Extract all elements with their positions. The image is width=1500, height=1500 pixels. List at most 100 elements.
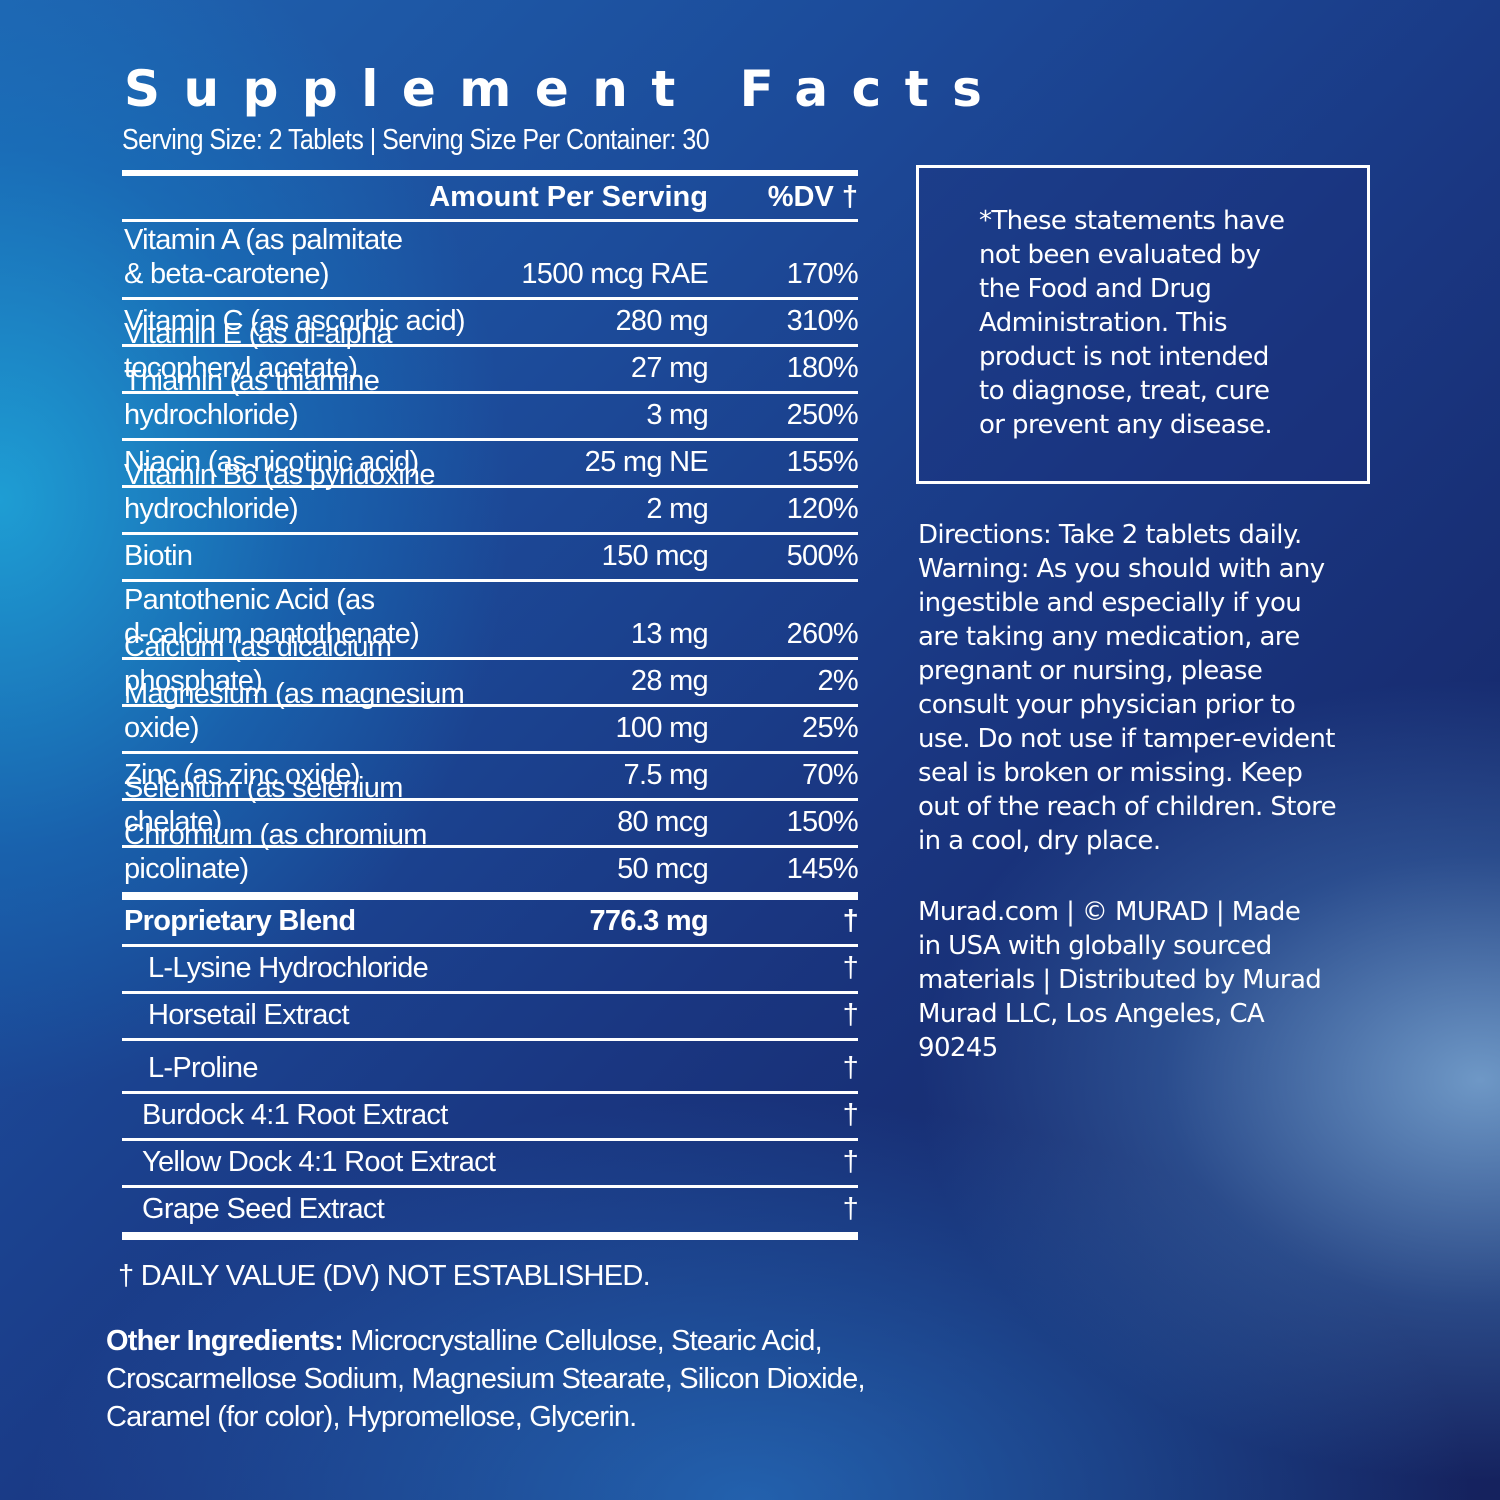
divider bbox=[122, 1091, 858, 1094]
nutrient-dv: 250% bbox=[786, 399, 859, 431]
divider bbox=[122, 438, 858, 441]
nutrient-row: Magnesium (as magnesium oxide) 100 mg 25… bbox=[122, 678, 859, 751]
nutrient-dv: 120% bbox=[786, 493, 859, 525]
dagger-icon: † bbox=[842, 1052, 859, 1084]
blend-ingredient-row: Burdock 4:1 Root Extract † bbox=[122, 1094, 859, 1138]
divider bbox=[122, 751, 858, 754]
nutrient-amount: 3 mg bbox=[646, 399, 708, 431]
nutrient-name: Niacin (as nicotinic acid) bbox=[124, 446, 419, 478]
nutrient-dv: 310% bbox=[786, 305, 859, 337]
nutrient-name: Chromium (as chromium picolinate) bbox=[124, 819, 427, 885]
dagger-icon: † bbox=[842, 952, 859, 984]
divider bbox=[122, 798, 858, 801]
blend-ingredient-row: L-Proline † bbox=[122, 1041, 859, 1091]
divider bbox=[122, 1185, 858, 1188]
dagger-icon: † bbox=[842, 905, 859, 937]
nutrient-amount: 13 mg bbox=[630, 618, 709, 650]
supplement-facts-panel: Supplement Facts Serving Size: 2 Tablets… bbox=[122, 58, 1006, 1240]
dagger-icon: † bbox=[842, 1193, 859, 1225]
nutrient-name: Biotin bbox=[124, 540, 193, 572]
blend-ingredient-row: Horsetail Extract † bbox=[122, 994, 859, 1038]
directions-warning-text: Directions: Take 2 tablets daily. Warnin… bbox=[918, 520, 1337, 856]
nutrient-amount: 2 mg bbox=[646, 493, 708, 525]
blend-ingredient-row: L-Lysine Hydrochloride † bbox=[122, 947, 859, 991]
nutrient-amount: 150 mcg bbox=[601, 540, 709, 572]
ingredient-name: Yellow Dock 4:1 Root Extract bbox=[142, 1146, 496, 1178]
divider bbox=[122, 219, 858, 222]
nutrient-dv: 500% bbox=[786, 540, 859, 572]
nutrient-dv: 70% bbox=[802, 759, 859, 791]
divider bbox=[122, 1138, 858, 1141]
facts-title: Supplement Facts bbox=[124, 60, 1006, 118]
blend-name: Proprietary Blend bbox=[124, 905, 356, 937]
nutrient-row: Chromium (as chromium picolinate) 50 mcg… bbox=[122, 819, 859, 892]
nutrient-row: Biotin 150 mcg 500% bbox=[122, 535, 859, 579]
dv-not-established-note: † DAILY VALUE (DV) NOT ESTABLISHED. bbox=[118, 1260, 651, 1292]
column-header-row: Amount Per Serving %DV † bbox=[122, 176, 858, 219]
divider bbox=[122, 944, 858, 947]
ingredient-name: L-Proline bbox=[148, 1052, 258, 1084]
ingredient-name: L-Lysine Hydrochloride bbox=[148, 952, 429, 984]
nutrient-dv: 170% bbox=[786, 258, 859, 290]
divider bbox=[122, 1038, 858, 1041]
nutrient-row: Vitamin E (as dl-alpha tocopheryl acetat… bbox=[122, 318, 859, 391]
divider bbox=[122, 391, 858, 394]
proprietary-blend-row: Proprietary Blend 776.3 mg † bbox=[122, 900, 859, 944]
nutrient-name: Calcium (as dicalcium phosphate) bbox=[124, 631, 392, 697]
nutrient-amount: 280 mg bbox=[615, 305, 708, 337]
nutrient-dv: 260% bbox=[786, 618, 859, 650]
nutrient-dv: 25% bbox=[802, 712, 859, 744]
ingredient-name: Grape Seed Extract bbox=[142, 1193, 385, 1225]
other-ingredients: Other Ingredients: Microcrystalline Cell… bbox=[106, 1322, 886, 1436]
ingredient-name: Horsetail Extract bbox=[148, 999, 350, 1031]
fda-disclaimer-text: *These statements have not been evaluate… bbox=[979, 206, 1285, 440]
fda-disclaimer-box: *These statements have not been evaluate… bbox=[916, 165, 1370, 484]
nutrient-amount: 50 mcg bbox=[617, 853, 709, 885]
divider bbox=[122, 297, 858, 300]
nutrient-name: Selenium (as selenium chelate) bbox=[124, 772, 403, 838]
nutrient-amount: 27 mg bbox=[630, 352, 709, 384]
blend-ingredient-row: Grape Seed Extract † bbox=[122, 1188, 859, 1232]
divider bbox=[122, 657, 858, 660]
nutrient-amount: 7.5 mg bbox=[623, 759, 709, 791]
dagger-icon: † bbox=[842, 1099, 859, 1131]
nutrient-row: Niacin (as nicotinic acid) 25 mg NE 155% bbox=[122, 441, 859, 485]
divider bbox=[122, 845, 858, 848]
nutrient-row: Vitamin A (as palmitate & beta-carotene)… bbox=[122, 222, 859, 297]
nutrient-dv: 150% bbox=[786, 806, 859, 838]
nutrient-dv: 145% bbox=[786, 853, 859, 885]
divider bbox=[122, 991, 858, 994]
nutrient-row: Vitamin C (as ascorbic acid) 280 mg 310% bbox=[122, 300, 859, 344]
nutrient-row: Vitamin B6 (as pyridoxine hydrochloride)… bbox=[122, 459, 859, 532]
amount-header: Amount Per Serving bbox=[429, 181, 708, 213]
dagger-icon: † bbox=[842, 1146, 859, 1178]
blend-amount: 776.3 mg bbox=[589, 905, 708, 937]
nutrient-row: Zinc (as zinc oxide) 7.5 mg 70% bbox=[122, 754, 859, 798]
nutrient-name: Vitamin A (as palmitate & beta-carotene) bbox=[124, 224, 403, 290]
other-ingredients-label: Other Ingredients: bbox=[106, 1325, 344, 1357]
blend-ingredient-row: Yellow Dock 4:1 Root Extract † bbox=[122, 1141, 859, 1185]
nutrient-row: Thiamin (as thiamine hydrochloride) 3 mg… bbox=[122, 365, 859, 438]
divider bbox=[122, 704, 858, 707]
ingredient-name: Burdock 4:1 Root Extract bbox=[142, 1099, 448, 1131]
divider bbox=[122, 485, 858, 488]
nutrient-name: Vitamin B6 (as pyridoxine hydrochloride) bbox=[124, 459, 435, 525]
dagger-icon: † bbox=[842, 999, 859, 1031]
nutrient-name: Thiamin (as thiamine hydrochloride) bbox=[124, 365, 380, 431]
serving-info: Serving Size: 2 Tablets | Serving Size P… bbox=[122, 124, 710, 156]
nutrient-amount: 28 mg bbox=[630, 665, 709, 697]
nutrient-name: Pantothenic Acid (as d-calcium pantothen… bbox=[124, 584, 420, 650]
divider bbox=[122, 579, 858, 582]
company-info-text: Murad.com | © MURAD | Made in USA with g… bbox=[918, 897, 1322, 1063]
nutrient-name: Magnesium (as magnesium oxide) bbox=[124, 678, 465, 744]
nutrient-row: Pantothenic Acid (as d-calcium pantothen… bbox=[122, 582, 859, 657]
other-ingredients-list: Microcrystalline Cellulose, Stearic Acid… bbox=[106, 1325, 866, 1433]
nutrient-row: Calcium (as dicalcium phosphate) 28 mg 2… bbox=[122, 631, 859, 704]
nutrient-name: Vitamin C (as ascorbic acid) bbox=[124, 305, 466, 337]
nutrient-amount: 100 mg bbox=[615, 712, 708, 744]
divider bbox=[122, 892, 858, 900]
divider bbox=[122, 532, 858, 535]
nutrient-name: Zinc (as zinc oxide) bbox=[124, 759, 361, 791]
nutrient-amount: 80 mcg bbox=[617, 806, 709, 838]
nutrient-name: Vitamin E (as dl-alpha tocopheryl acetat… bbox=[124, 318, 392, 384]
